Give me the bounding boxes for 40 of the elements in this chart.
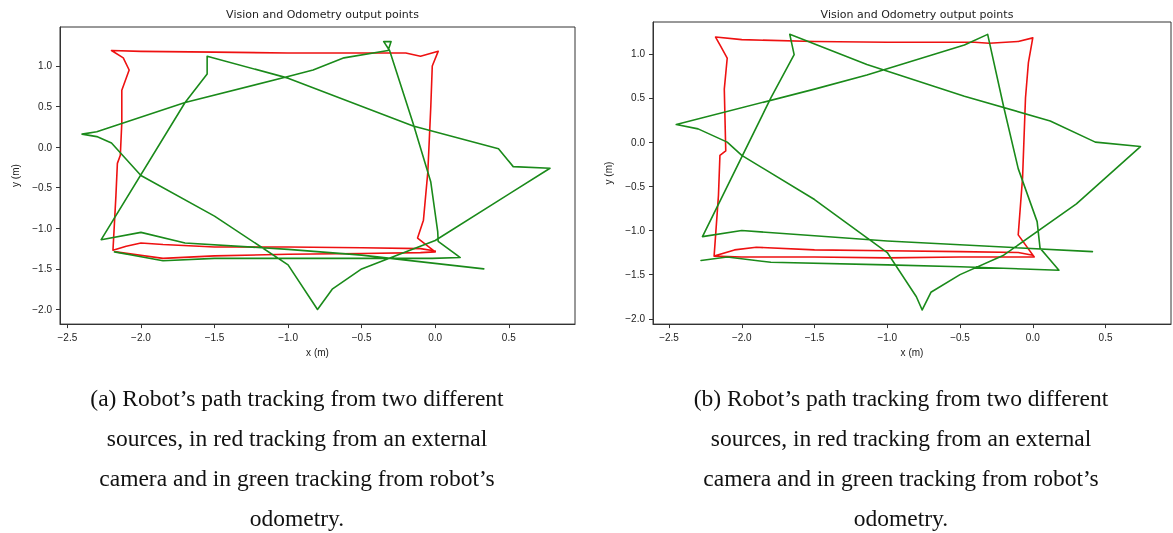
x-tick-label: −2.5 <box>659 331 680 343</box>
y-tick-label: −0.5 <box>625 180 646 192</box>
line-series <box>675 33 1142 311</box>
line-series <box>110 49 439 260</box>
y-axis-title: y (m) <box>9 164 21 187</box>
y-tick-label: −2.0 <box>625 313 646 325</box>
y-tick-label: −1.5 <box>625 269 646 281</box>
y-tick-label: 0.0 <box>631 136 646 148</box>
x-tick-label: 0.0 <box>428 331 443 343</box>
x-tick-label: 0.5 <box>1098 331 1113 343</box>
x-tick-label: 0.0 <box>1025 331 1041 343</box>
x-tick-label: −1.0 <box>278 331 299 343</box>
x-tick-label: −2.5 <box>57 331 78 343</box>
y-axis-title: y (m) <box>602 161 614 185</box>
line-series <box>713 36 1036 259</box>
text: (a) Robot’s path tracking from two different sources, in red tracking from an external camera and in green tracking from robot’s odometry. <box>89 384 505 533</box>
y-tick-label: −0.5 <box>32 182 53 194</box>
text: (b) Robot’s path tracking from two different sources, in red tracking from an external camera and in green tracking from robot’s odometry. <box>692 384 1110 533</box>
y-tick-label: 0.5 <box>38 101 53 113</box>
y-tick-label: 1.0 <box>38 60 53 72</box>
y-tick-label: 0.0 <box>38 141 53 153</box>
x-tick-label: −2.0 <box>131 331 152 343</box>
x-tick-label: 0.5 <box>501 331 517 343</box>
y-tick-label: 1.0 <box>631 48 646 60</box>
y-tick-label: −2.0 <box>32 303 53 315</box>
x-tick-label: −1.0 <box>877 331 898 343</box>
x-tick-label: −0.5 <box>351 331 372 343</box>
y-tick-label: −1.5 <box>32 263 53 275</box>
y-tick-label: 0.5 <box>631 92 646 104</box>
y-tick-label: −1.0 <box>32 222 53 234</box>
chart-title: Vision and Odometry output points <box>226 8 420 21</box>
x-axis-title: x (m) <box>306 346 329 358</box>
x-tick-label: −1.5 <box>204 331 225 343</box>
line-series <box>81 40 551 311</box>
x-axis-title: x (m) <box>900 346 924 358</box>
x-tick-label: −2.0 <box>731 331 753 343</box>
chart-title: Vision and Odometry output points <box>820 8 1014 21</box>
x-tick-label: −1.5 <box>804 331 825 343</box>
y-tick-label: −1.0 <box>625 224 646 236</box>
x-tick-label: −0.5 <box>950 331 971 343</box>
